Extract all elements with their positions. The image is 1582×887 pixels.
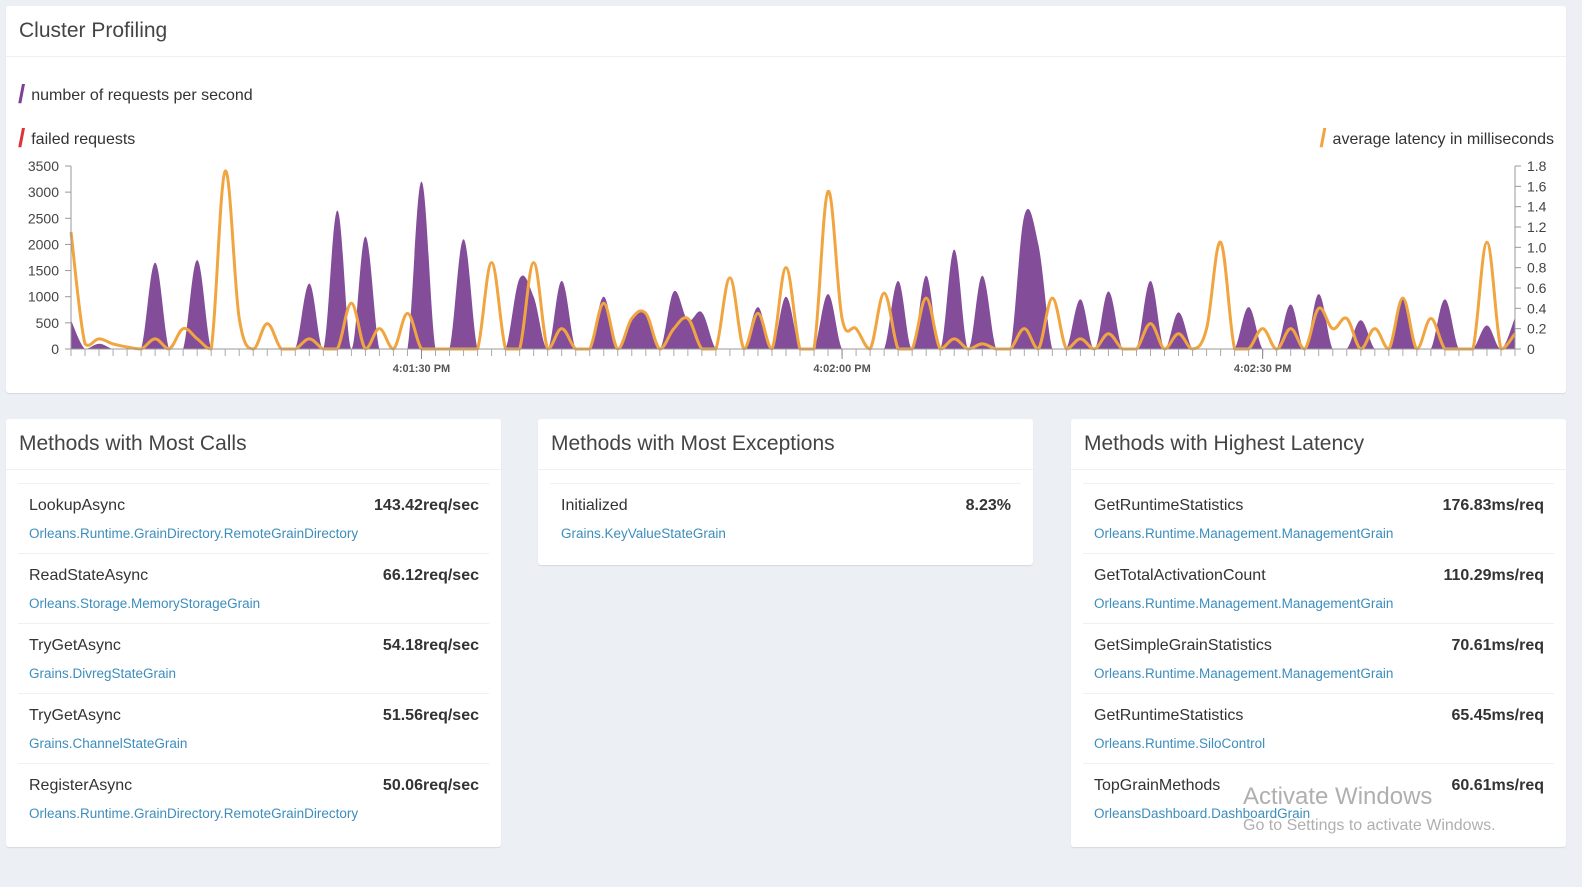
y-right-tick-label: 1.2 bbox=[1527, 219, 1547, 235]
method-value: 50.06req/sec bbox=[382, 777, 479, 794]
method-value: 70.61ms/req bbox=[1451, 637, 1544, 654]
method-name: GetSimpleGrainStatistics bbox=[1094, 637, 1272, 654]
legend-requests: / number of requests per second bbox=[18, 79, 253, 109]
method-value: 143.42req/sec bbox=[374, 497, 479, 514]
list-item: GetSimpleGrainStatistics Orleans.Runtime.… bbox=[1083, 624, 1554, 694]
y-right-tick-label: 0.4 bbox=[1527, 300, 1547, 316]
y-left-tick-label: 0 bbox=[51, 341, 59, 357]
y-left-tick-label: 2000 bbox=[28, 236, 59, 252]
grain-link[interactable]: OrleansDashboard.DashboardGrain bbox=[1094, 806, 1311, 821]
panel-title: Methods with Most Calls bbox=[6, 419, 501, 470]
legend-requests-label: number of requests per second bbox=[31, 87, 253, 104]
y-left-tick-label: 1500 bbox=[28, 263, 59, 279]
list-item: Initialized Grains.KeyValueStateGrain 8.23… bbox=[550, 484, 1021, 554]
most-exceptions-list: Initialized Grains.KeyValueStateGrain 8.23… bbox=[550, 483, 1021, 554]
grain-link[interactable]: Orleans.Runtime.GrainDirectory.RemoteGra… bbox=[29, 526, 359, 541]
method-value: 8.23% bbox=[965, 497, 1011, 514]
y-right-tick-label: 0 bbox=[1527, 341, 1535, 357]
list-item: TryGetAsync Grains.DivregStateGrain 54.18r… bbox=[18, 624, 489, 694]
most-calls-list: LookupAsync Orleans.Runtime.GrainDirector… bbox=[18, 483, 489, 834]
method-value: 60.61ms/req bbox=[1451, 777, 1544, 794]
most-calls-panel: Methods with Most Calls LookupAsync Orlea… bbox=[6, 419, 501, 847]
y-right-tick-label: 0.8 bbox=[1527, 260, 1547, 276]
slash-icon: / bbox=[1319, 123, 1327, 153]
y-right-tick-label: 0.6 bbox=[1527, 280, 1547, 296]
highest-latency-list: GetRuntimeStatistics Orleans.Runtime.Mana… bbox=[1083, 483, 1554, 834]
method-name: GetRuntimeStatistics bbox=[1094, 707, 1244, 724]
method-value: 51.56req/sec bbox=[382, 707, 479, 724]
method-name: LookupAsync bbox=[29, 497, 126, 514]
legend-latency: / average latency in milliseconds bbox=[1319, 123, 1554, 153]
list-item: LookupAsync Orleans.Runtime.GrainDirector… bbox=[18, 484, 489, 554]
method-name: GetTotalActivationCount bbox=[1094, 567, 1266, 584]
grain-link[interactable]: Orleans.Runtime.Management.ManagementGra… bbox=[1094, 596, 1394, 611]
requests-series-area bbox=[71, 181, 1515, 349]
panel-title: Methods with Most Exceptions bbox=[538, 419, 1033, 470]
method-value: 110.29ms/req bbox=[1443, 567, 1544, 584]
y-right-tick-label: 1.8 bbox=[1527, 158, 1547, 174]
grain-link[interactable]: Orleans.Runtime.SiloControl bbox=[1094, 736, 1266, 751]
grain-link[interactable]: Grains.KeyValueStateGrain bbox=[561, 526, 726, 541]
cluster-profiling-panel: Cluster Profiling / number of requests p… bbox=[6, 6, 1566, 393]
x-tick-label: 4:01:30 PM bbox=[393, 363, 450, 375]
method-name: TryGetAsync bbox=[29, 637, 121, 654]
method-name: TryGetAsync bbox=[29, 707, 121, 724]
method-name: RegisterAsync bbox=[29, 777, 133, 794]
y-left-tick-label: 1000 bbox=[28, 289, 59, 305]
y-left-tick-label: 500 bbox=[36, 315, 60, 331]
panel-title: Cluster Profiling bbox=[6, 6, 1566, 57]
grain-link[interactable]: Orleans.Storage.MemoryStorageGrain bbox=[29, 596, 261, 611]
legend-latency-label: average latency in milliseconds bbox=[1332, 131, 1554, 148]
grain-link[interactable]: Grains.DivregStateGrain bbox=[29, 666, 177, 681]
y-left-tick-label: 2500 bbox=[28, 210, 59, 226]
method-name: Initialized bbox=[561, 497, 628, 514]
y-right-tick-label: 1.6 bbox=[1527, 178, 1547, 194]
grain-link[interactable]: Orleans.Runtime.Management.ManagementGra… bbox=[1094, 666, 1394, 681]
legend-failed-label: failed requests bbox=[31, 131, 136, 148]
method-value: 66.12req/sec bbox=[382, 567, 479, 584]
list-item: ReadStateAsync Orleans.Storage.MemoryStor… bbox=[18, 554, 489, 624]
method-name: ReadStateAsync bbox=[29, 567, 149, 584]
x-tick-label: 4:02:00 PM bbox=[813, 363, 870, 375]
list-item: RegisterAsync Orleans.Runtime.GrainDirect… bbox=[18, 764, 489, 834]
y-left-tick-label: 3500 bbox=[28, 158, 59, 174]
method-name: GetRuntimeStatistics bbox=[1094, 497, 1244, 514]
latency-series-line bbox=[69, 169, 1517, 351]
y-right-tick-label: 1.0 bbox=[1527, 239, 1547, 255]
grain-link[interactable]: Grains.ChannelStateGrain bbox=[29, 736, 188, 751]
list-item: TryGetAsync Grains.ChannelStateGrain 51.56… bbox=[18, 694, 489, 764]
slash-icon: / bbox=[18, 79, 26, 109]
most-exceptions-panel: Methods with Most Exceptions Initialized… bbox=[538, 419, 1033, 565]
y-right-tick-label: 1.4 bbox=[1527, 199, 1547, 215]
list-item: GetTotalActivationCount Orleans.Runtime.M… bbox=[1083, 554, 1554, 624]
y-right-tick-label: 0.2 bbox=[1527, 321, 1547, 337]
highest-latency-panel: Methods with Highest Latency GetRuntimeS… bbox=[1071, 419, 1566, 847]
list-item: TopGrainMethods OrleansDashboard.Dashboar… bbox=[1083, 764, 1554, 834]
x-tick-label: 4:02:30 PM bbox=[1234, 363, 1291, 375]
y-left-tick-label: 3000 bbox=[28, 184, 59, 200]
legend-failed: / failed requests bbox=[18, 123, 136, 153]
list-item: GetRuntimeStatistics Orleans.Runtime.Silo… bbox=[1083, 694, 1554, 764]
method-value: 65.45ms/req bbox=[1451, 707, 1544, 724]
profiling-chart: 0 500 1000 1500 2000 2500 3000 3500 0 0.2 0.4 0.6 0.… bbox=[28, 158, 1547, 375]
grain-link[interactable]: Orleans.Runtime.GrainDirectory.RemoteGra… bbox=[29, 806, 359, 821]
method-name: TopGrainMethods bbox=[1094, 777, 1221, 794]
slash-icon: / bbox=[18, 123, 26, 153]
panel-title: Methods with Highest Latency bbox=[1071, 419, 1566, 470]
list-item: GetRuntimeStatistics Orleans.Runtime.Mana… bbox=[1083, 484, 1554, 554]
grain-link[interactable]: Orleans.Runtime.Management.ManagementGra… bbox=[1094, 526, 1394, 541]
method-value: 176.83ms/req bbox=[1442, 497, 1544, 514]
method-value: 54.18req/sec bbox=[382, 637, 479, 654]
